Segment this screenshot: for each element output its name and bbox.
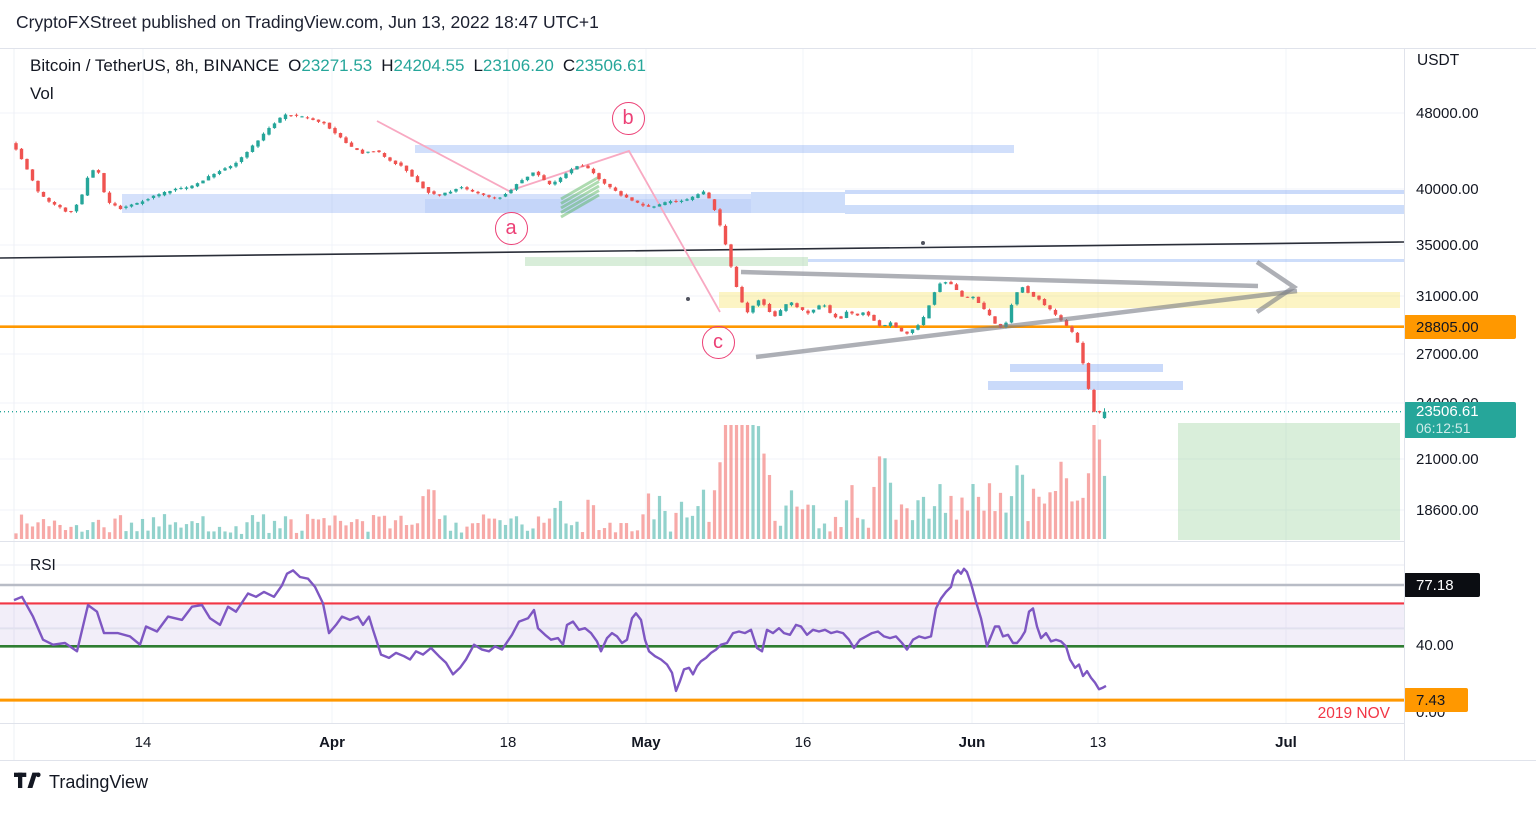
volume-series (14, 425, 1107, 539)
tradingview-logo-icon (14, 772, 41, 789)
rsi-axis-separator (0, 723, 1404, 724)
time-axis-label[interactable]: 14 (134, 734, 152, 751)
thin-blue-line-right (845, 190, 1404, 194)
ohlc-values: O23271.53 H24204.55 L23106.20 C23506.61 (279, 56, 646, 75)
quote-currency-label: USDT (1417, 52, 1460, 69)
price-tick-label: 31000.00 (1416, 287, 1479, 305)
rsi-40-label: 40.00 (1416, 637, 1454, 654)
price-tick-label: 35000.00 (1416, 237, 1479, 255)
axis-left-border (1404, 48, 1405, 760)
green-hatch-annotation[interactable] (560, 175, 600, 219)
small-blue-band-1 (1010, 364, 1163, 372)
volume-indicator-label[interactable]: Vol (30, 84, 54, 103)
black-trendline (0, 241, 1405, 259)
symbol-title[interactable]: Bitcoin / TetherUS, 8h, BINANCE (30, 56, 280, 75)
wedge-upper (740, 269, 1259, 289)
bottom-border (0, 760, 1536, 761)
time-axis-label[interactable]: May (631, 734, 661, 751)
rsi-band-fill (0, 603, 1404, 647)
time-axis-label[interactable]: Jul (1275, 734, 1297, 751)
mid-blue-transition (751, 192, 845, 213)
rsi-plot-line (13, 567, 1107, 693)
mid-blue-band-right (845, 205, 1404, 214)
green-band (525, 257, 808, 266)
mid-blue-band-left (122, 194, 751, 213)
arrow-head (1255, 260, 1299, 314)
price-lines[interactable] (0, 241, 1405, 413)
rsi-low-badge: 7.43 (1404, 688, 1468, 712)
symbol-legend: Bitcoin / TetherUS, 8h, BINANCE O23271.53… (30, 56, 646, 76)
wedge-lower (755, 288, 1298, 360)
rsi-high-badge: 77.18 (1404, 573, 1480, 597)
orange-level-badge: 28805.00 (1404, 315, 1516, 339)
pink-abc-wave[interactable] (376, 120, 721, 313)
price-rsi-separator[interactable] (0, 541, 1404, 542)
wave-label-c[interactable]: c (701, 325, 735, 359)
thin-blue-line-mid (808, 259, 1404, 262)
wave-label-a[interactable]: a (494, 211, 528, 245)
marker-dots (686, 241, 925, 301)
time-axis-label[interactable]: Jun (958, 734, 986, 751)
bar-countdown: 06:12:51 (1416, 420, 1471, 436)
yellow-band (719, 292, 1400, 308)
small-blue-band-2 (988, 381, 1183, 390)
time-axis-label[interactable]: 18 (499, 734, 517, 751)
published-line: CryptoFXStreet published on TradingView.… (16, 12, 599, 32)
price-tick-label: 21000.00 (1416, 450, 1479, 468)
wave-label-b[interactable]: b (611, 101, 645, 135)
gridlines (0, 48, 1404, 760)
time-axis-label[interactable]: 16 (794, 734, 812, 751)
tradingview-logo-text: TradingView (49, 772, 149, 792)
gray-wedge-arrow[interactable] (740, 260, 1299, 360)
time-axis-label[interactable]: 13 (1089, 734, 1107, 751)
candlestick-series (14, 113, 1107, 419)
upper-blue-band (415, 145, 1014, 153)
price-tick-label: 40000.00 (1416, 181, 1479, 199)
rsi-indicator-label[interactable]: RSI (30, 557, 56, 574)
top-border (0, 48, 1536, 49)
tradingview-logo[interactable]: TradingView (14, 772, 148, 793)
ohlc-item: H24204.55 (381, 56, 465, 75)
price-tick-label: 27000.00 (1416, 345, 1479, 363)
2019-nov-note[interactable]: 2019 NOV (1317, 705, 1390, 722)
time-axis-label[interactable]: Apr (319, 734, 345, 751)
last-price-value: 23506.61 (1416, 402, 1479, 420)
price-tick-label: 18600.00 (1416, 501, 1479, 519)
rsi-pane[interactable] (0, 567, 1404, 702)
ohlc-item: L23106.20 (473, 56, 554, 75)
price-tick-label: 48000.00 (1416, 105, 1479, 122)
last-price-badge: 23506.61 06:12:51 (1404, 402, 1516, 438)
green-target-zone (1178, 423, 1400, 540)
ohlc-item: O23271.53 (288, 56, 373, 75)
ohlc-item: C23506.61 (562, 56, 647, 75)
